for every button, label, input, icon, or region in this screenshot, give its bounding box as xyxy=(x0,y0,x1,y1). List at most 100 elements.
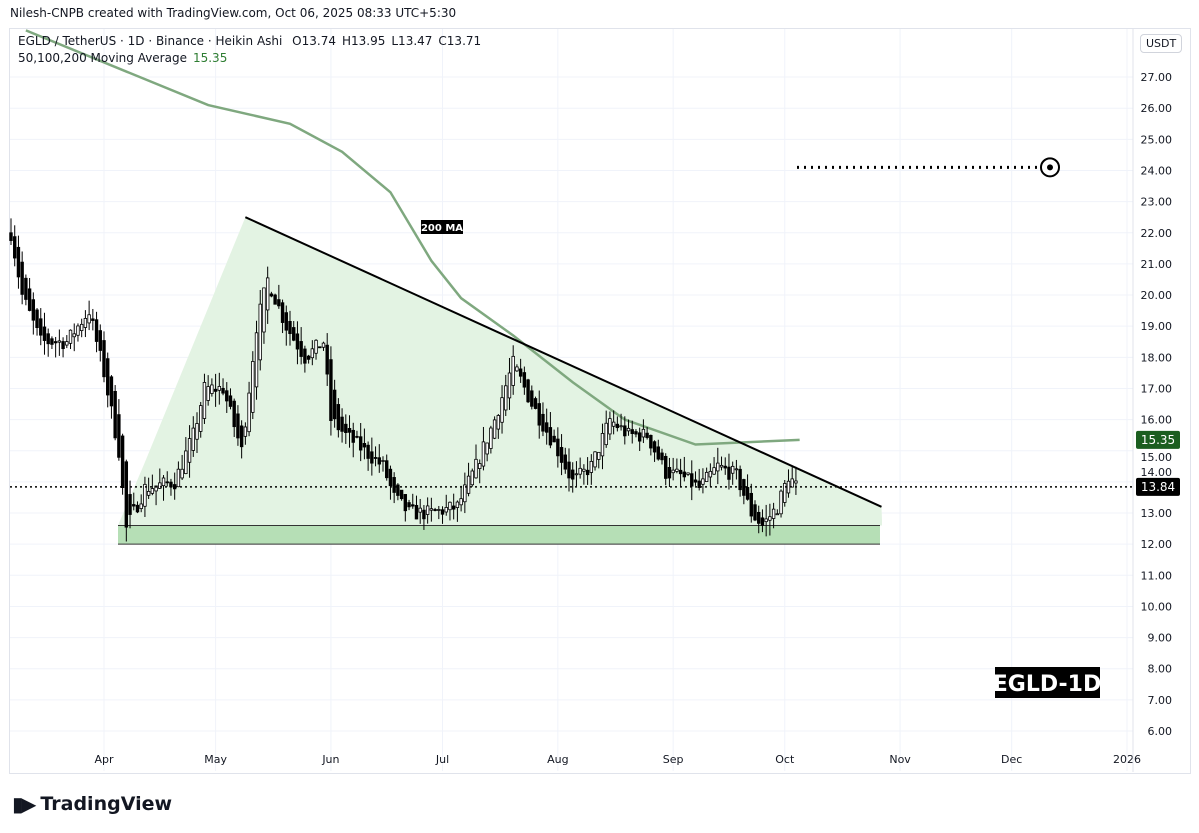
candle-body xyxy=(463,484,467,503)
candle-body xyxy=(507,372,512,399)
candle-body xyxy=(76,325,80,336)
candle-body xyxy=(530,390,534,407)
candle-body xyxy=(623,425,627,437)
x-tick-label: Sep xyxy=(663,753,684,766)
indicator-value: 15.35 xyxy=(192,51,228,65)
candle-body xyxy=(492,419,497,439)
candle-body xyxy=(150,488,155,494)
candle-body xyxy=(191,427,195,451)
candle-body xyxy=(273,294,277,305)
y-tick-label: 14.00 xyxy=(1141,466,1173,479)
candle-body xyxy=(284,312,288,331)
candle-body xyxy=(83,318,88,328)
candle-body xyxy=(582,468,586,472)
y-tick-label: 25.00 xyxy=(1141,133,1173,146)
candle-body xyxy=(451,505,456,510)
candle-body xyxy=(730,465,735,474)
candle-body xyxy=(697,480,701,488)
candle-body xyxy=(760,517,765,526)
candle-body xyxy=(403,494,408,512)
x-tick-label: Dec xyxy=(1001,753,1022,766)
indicator-legend[interactable]: 50,100,200 Moving Average 15.35 xyxy=(18,51,227,65)
candle-body xyxy=(585,469,590,476)
ma-price-label: 15.35 xyxy=(1141,433,1175,447)
candle-body xyxy=(719,464,724,468)
candle-body xyxy=(299,341,303,357)
candle-body xyxy=(466,475,471,494)
candle-body xyxy=(422,509,426,520)
candle-body xyxy=(716,462,720,472)
candle-body xyxy=(660,452,664,461)
chart-pane[interactable] xyxy=(9,28,1191,774)
candle-body xyxy=(552,435,556,443)
candle-body xyxy=(124,461,129,528)
candle-body xyxy=(593,451,597,468)
candle-body xyxy=(318,346,322,349)
candle-body xyxy=(176,468,181,488)
candle-body xyxy=(79,323,84,332)
candle-body xyxy=(321,342,326,348)
candle-body xyxy=(727,466,731,480)
candle-body xyxy=(444,507,448,513)
candle-body xyxy=(775,513,780,516)
candle-body xyxy=(303,348,307,364)
candle-body xyxy=(35,309,39,329)
y-tick-label: 18.00 xyxy=(1141,351,1173,364)
candle-body xyxy=(411,504,415,507)
tradingview-logo[interactable]: ▮▶ TradingView xyxy=(12,792,172,816)
candle-body xyxy=(39,318,43,336)
y-tick-label: 17.00 xyxy=(1141,382,1173,395)
candle-body xyxy=(117,414,121,458)
candle-body xyxy=(671,469,675,474)
close-value: C13.71 xyxy=(438,34,482,48)
candle-body xyxy=(425,505,430,515)
candle-body xyxy=(98,330,102,351)
candle-body xyxy=(515,366,519,372)
y-tick-label: 20.00 xyxy=(1141,289,1173,302)
candle-body xyxy=(20,261,24,295)
candle-body xyxy=(232,400,236,428)
candle-body xyxy=(645,432,649,438)
candle-body xyxy=(239,425,244,448)
candle-body xyxy=(474,458,478,479)
candle-body xyxy=(768,516,772,521)
y-tick-label: 16.00 xyxy=(1141,414,1173,427)
x-tick-label: May xyxy=(204,753,227,766)
candle-body xyxy=(563,454,567,470)
candle-body xyxy=(690,473,694,487)
x-tick-label: Nov xyxy=(889,753,911,766)
low-value: L13.47 xyxy=(391,34,433,48)
candle-body xyxy=(221,387,225,394)
currency-button[interactable]: USDT xyxy=(1140,34,1183,53)
candle-body xyxy=(771,508,776,519)
candle-body xyxy=(373,457,378,459)
candle-body xyxy=(559,447,564,463)
candle-body xyxy=(597,451,601,460)
candle-body xyxy=(649,434,653,449)
candle-body xyxy=(213,388,218,392)
candle-body xyxy=(675,468,679,472)
symbol-legend: EGLD / TetherUS · 1D · Binance · Heikin … xyxy=(18,34,487,48)
candle-body xyxy=(206,386,210,401)
x-tick-label: Jul xyxy=(435,753,449,766)
candle-body xyxy=(794,480,798,484)
candle-body xyxy=(87,314,91,324)
x-tick-label: Oct xyxy=(775,753,795,766)
candle-body xyxy=(437,509,441,511)
candle-body xyxy=(358,436,363,451)
candle-body xyxy=(567,461,571,479)
candle-body xyxy=(314,339,318,354)
candle-body xyxy=(27,288,32,311)
candle-body xyxy=(16,246,21,278)
candle-body xyxy=(347,428,352,433)
candle-body xyxy=(199,405,203,432)
candle-body xyxy=(455,501,460,508)
ma-price-badge xyxy=(1136,430,1180,449)
candle-body xyxy=(68,329,73,344)
candle-body xyxy=(556,438,560,457)
candle-body xyxy=(306,355,311,360)
candle-body xyxy=(481,441,486,467)
candle-body xyxy=(128,494,132,515)
